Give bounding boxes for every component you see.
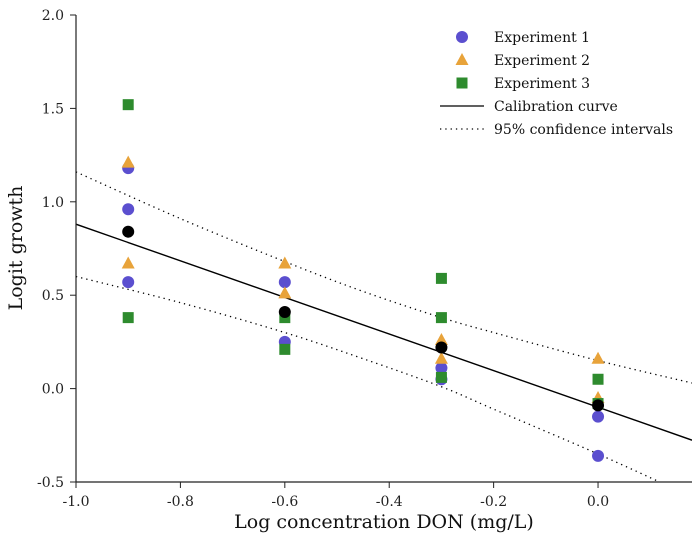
experiment-3-point: [435, 272, 447, 284]
legend-label: Experiment 3: [494, 76, 590, 92]
x-tick-label: 0.0: [587, 494, 609, 510]
experiment-2-point: [278, 286, 292, 299]
x-tick-label: -0.4: [376, 494, 403, 510]
legend: Experiment 1 Experiment 2 Experiment 3 Cali…: [440, 30, 673, 138]
upper-confidence-interval: [76, 171, 692, 384]
legend-marker-experiment-1: [456, 31, 468, 43]
experiment-1-point: [435, 362, 448, 375]
experiment-3-point: [435, 312, 447, 324]
legend-label: Experiment 1: [494, 30, 590, 46]
lines-layer: [76, 171, 692, 482]
y-tick-label: 2.0: [42, 8, 64, 24]
legend-label: Experiment 2: [494, 53, 590, 69]
experiment-1-point: [592, 449, 605, 462]
legend-label: 95% confidence intervals: [494, 122, 673, 138]
experiment-3-point: [435, 371, 447, 383]
experiment-1-point: [122, 203, 135, 216]
y-tick-label: -0.5: [37, 475, 64, 491]
experiment-3-point: [122, 312, 134, 324]
points-layer: [121, 99, 605, 462]
experiment-2-point: [121, 155, 135, 168]
y-ticks: -0.5 0.0 0.5 1.0 1.5 2.0: [37, 8, 76, 491]
y-tick-label: 0.5: [42, 288, 64, 304]
lower-confidence-interval: [76, 275, 662, 482]
experiment-2-point: [434, 351, 448, 364]
mean-point: [435, 341, 448, 354]
mean-point: [592, 399, 605, 412]
experiment-2-point: [591, 351, 605, 364]
experiment-1-point: [122, 276, 135, 289]
experiment-3-point: [122, 99, 134, 111]
experiment-2-point: [278, 256, 292, 269]
x-tick-label: -0.8: [167, 494, 194, 510]
y-tick-label: 0.0: [42, 382, 64, 398]
experiment-2-point: [434, 333, 448, 346]
legend-marker-experiment-3: [456, 77, 468, 89]
y-axis-title: Logit growth: [5, 186, 27, 311]
calibration-curve: [76, 223, 692, 441]
y-tick-label: 1.0: [42, 195, 64, 211]
legend-marker-experiment-2: [455, 53, 469, 65]
x-tick-label: -0.6: [271, 494, 298, 510]
x-tick-label: -0.2: [480, 494, 507, 510]
x-axis-title: Log concentration DON (mg/L): [234, 511, 534, 533]
experiment-1-point: [278, 276, 291, 289]
mean-point: [122, 225, 135, 238]
legend-label: Calibration curve: [494, 99, 618, 115]
y-tick-label: 1.5: [42, 101, 64, 117]
experiment-2-point: [121, 256, 135, 269]
experiment-1-point: [592, 410, 605, 423]
x-tick-label: -1.0: [63, 494, 90, 510]
experiment-3-point: [592, 373, 604, 385]
experiment-3-point: [279, 343, 291, 355]
x-ticks: -1.0 -0.8 -0.6 -0.4 -0.2 0.0: [63, 482, 609, 510]
mean-point: [278, 306, 291, 319]
